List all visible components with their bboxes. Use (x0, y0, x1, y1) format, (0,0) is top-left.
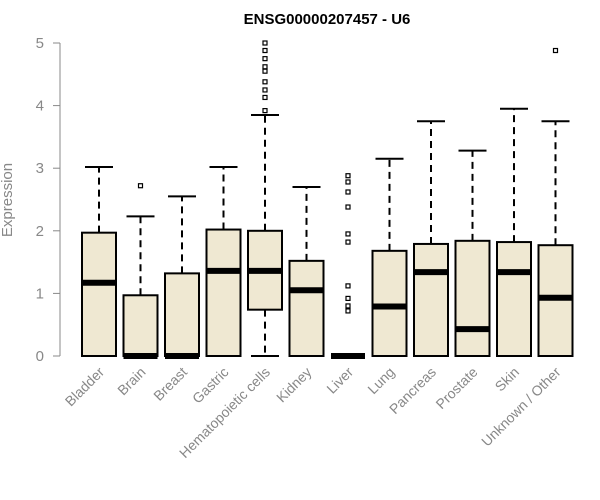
box-liver (331, 173, 365, 359)
box-iqr (371, 249, 408, 357)
outlier-point (345, 173, 351, 179)
box-bladder (81, 165, 117, 357)
outlier-point (262, 47, 268, 54)
box-lung (371, 157, 408, 357)
outlier-point (262, 40, 268, 46)
outlier-point (262, 87, 268, 93)
chart-title: ENSG00000207457 - U6 (244, 11, 411, 28)
x-tick-label: Liver (323, 364, 356, 397)
box-iqr (164, 272, 200, 358)
box-iqr (288, 259, 325, 357)
outlier-point (262, 68, 268, 74)
box-unknown-other (537, 47, 574, 357)
outlier-point (345, 189, 351, 195)
outlier-point (262, 94, 268, 101)
box-hematopoietic-cells (247, 40, 283, 357)
y-tick-label: 5 (36, 35, 44, 52)
box-iqr (81, 231, 117, 357)
outlier-point (262, 56, 268, 62)
box-iqr (413, 242, 449, 357)
boxes-layer (81, 40, 574, 359)
y-tick-label: 3 (36, 160, 44, 177)
x-tick-label: Brain (114, 364, 148, 398)
outlier-point (262, 108, 268, 114)
y-axis: 0 1 2 3 4 5 (36, 35, 61, 365)
box-skin (496, 107, 532, 357)
x-tick-label: Kidney (273, 364, 315, 406)
outlier-point (137, 183, 144, 189)
outlier-point (262, 79, 268, 85)
box-iqr (454, 239, 491, 357)
x-tick-label: Skin (492, 364, 523, 395)
box-gastric (205, 165, 242, 358)
outlier-point (345, 179, 351, 185)
box-brain (122, 183, 159, 359)
outlier-point (345, 295, 351, 302)
box-iqr (205, 228, 242, 358)
outlier-point (345, 239, 351, 245)
box-iqr (122, 294, 159, 358)
y-tick-label: 0 (36, 348, 44, 365)
box-iqr (496, 241, 532, 357)
outlier-point (552, 47, 559, 54)
y-axis-label: Expression (0, 163, 16, 237)
outlier-point (345, 303, 351, 309)
y-tick-label: 2 (36, 223, 44, 240)
box-pancreas (413, 120, 449, 357)
outlier-point (345, 283, 351, 289)
y-tick-label: 4 (36, 98, 44, 115)
outlier-point (345, 231, 351, 237)
x-tick-label: Bladder (62, 364, 108, 410)
outlier-point (345, 308, 351, 314)
y-tick-label: 1 (36, 285, 44, 302)
outlier-point (345, 204, 351, 210)
box-breast (164, 195, 200, 359)
x-tick-label: Unknown / Other (478, 364, 564, 450)
x-tick-label: Breast (150, 364, 190, 404)
box-kidney (288, 185, 325, 357)
box-prostate (454, 149, 491, 357)
x-tick-label: Prostate (432, 364, 480, 412)
x-tick-label: Lung (364, 364, 397, 397)
outlier-point (262, 64, 268, 70)
